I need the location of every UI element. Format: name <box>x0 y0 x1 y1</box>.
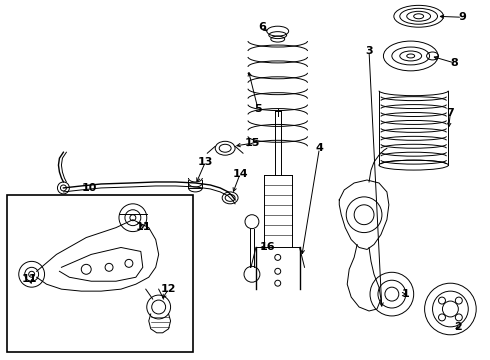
Text: 8: 8 <box>450 58 458 68</box>
Text: 7: 7 <box>446 108 454 117</box>
Text: 10: 10 <box>81 183 97 193</box>
Text: 13: 13 <box>197 157 213 167</box>
Text: 4: 4 <box>316 143 323 153</box>
Text: 1: 1 <box>402 289 410 299</box>
Bar <box>7 195 194 352</box>
Text: 11: 11 <box>22 274 37 284</box>
Text: 14: 14 <box>232 169 248 179</box>
Text: 11: 11 <box>136 222 151 231</box>
Text: 9: 9 <box>458 12 466 22</box>
Text: 2: 2 <box>454 322 462 332</box>
Text: 3: 3 <box>365 46 373 56</box>
Text: 12: 12 <box>161 284 176 294</box>
Text: 15: 15 <box>244 138 260 148</box>
Text: 5: 5 <box>254 104 262 113</box>
Text: 6: 6 <box>258 22 266 32</box>
Text: 16: 16 <box>260 243 276 252</box>
